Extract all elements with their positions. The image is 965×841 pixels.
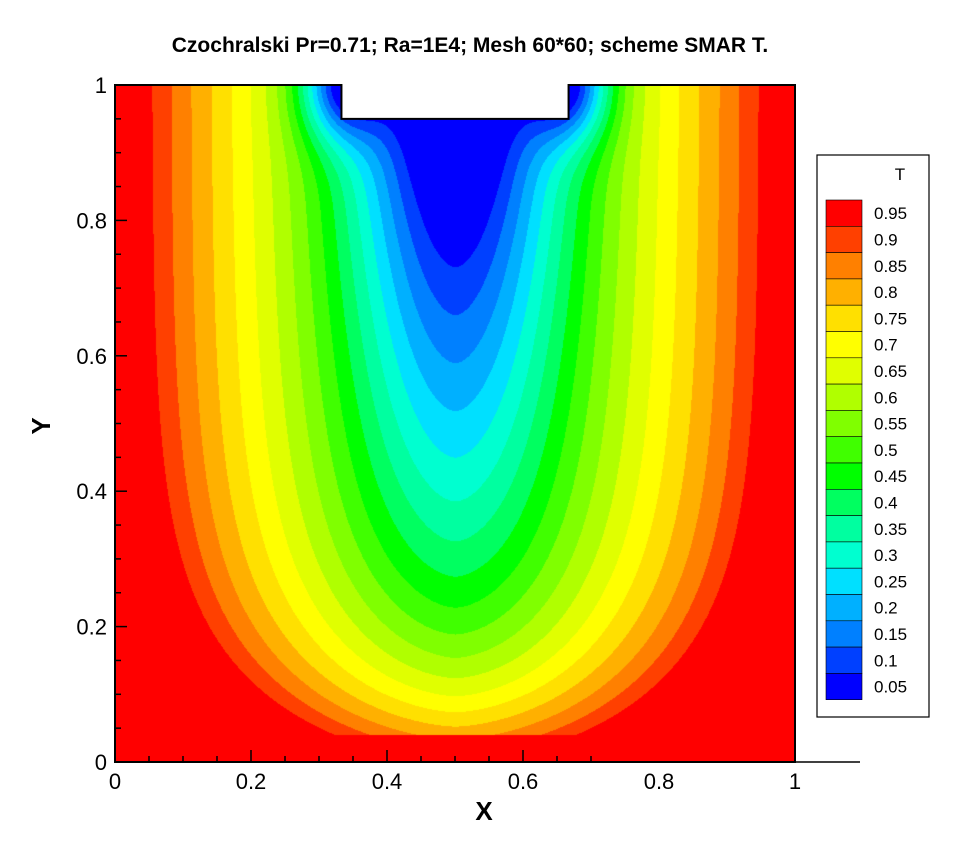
legend-swatch [825,410,863,437]
y-axis-label: Y [26,417,56,434]
legend-label: 0.9 [874,230,898,249]
legend-swatch [825,226,863,253]
legend-label: 0.1 [874,651,898,670]
legend-swatch [825,383,863,411]
legend-label: 0.25 [874,572,907,591]
legend-label: 0.75 [874,309,907,328]
legend-swatch [825,541,863,569]
x-tick-label: 0.2 [236,769,267,794]
legend-swatch [825,567,863,595]
legend-label: 0.05 [874,678,907,697]
y-tick-label: 1 [95,73,107,98]
legend-label: 0.3 [874,546,898,565]
legend-label: 0.55 [874,415,907,434]
legend-label: 0.2 [874,599,898,618]
legend-swatch [825,462,863,490]
y-tick-label: 0.2 [76,615,107,640]
x-tick-label: 0 [109,769,121,794]
legend-label: 0.6 [874,388,898,407]
legend-label: 0.7 [874,336,898,355]
axes: 0 0.2 0.4 0.6 0.8 1 0 0.2 0.4 0.6 0.8 1 [76,73,860,794]
x-tick-label: 0.6 [508,769,539,794]
x-tick-label: 0.4 [372,769,403,794]
legend-label: 0.65 [874,362,907,381]
legend-label: 0.5 [874,441,898,460]
y-tick-label: 0.8 [76,208,107,233]
legend-swatch [825,357,863,385]
legend-label: 0.45 [874,467,907,486]
y-tick-label: 0.6 [76,344,107,369]
y-tick-label: 0.4 [76,479,107,504]
legend-swatch [825,436,863,464]
legend-swatch [825,331,863,359]
legend-swatch [825,646,863,674]
legend-swatch [825,199,863,227]
legend-label: 0.15 [874,625,907,644]
legend-items: 0.95 0.9 0.85 0.8 0.75 0.7 0.65 0.6 0.55 0.5 0.45 0… [825,199,907,701]
legend-title: T [895,165,905,184]
legend-label: 0.4 [874,493,898,512]
legend-swatch [825,673,863,701]
legend: T 0.95 0.9 0.85 0.8 0.75 0.7 0.65 0.6 0.55 0.5 0.4… [816,154,930,718]
x-tick-label: 1 [789,769,801,794]
legend-swatch [825,278,863,306]
legend-swatch [825,515,863,543]
legend-swatch [825,252,863,280]
legend-swatch [825,594,863,622]
legend-swatch [825,620,863,648]
y-tick-label: 0 [95,750,107,775]
legend-label: 0.85 [874,257,907,276]
x-axis-label: X [475,796,493,826]
temperature-field [115,85,795,762]
plot-area [114,84,796,763]
legend-swatch [825,488,863,516]
legend-label: 0.8 [874,283,898,302]
chart-title: Czochralski Pr=0.71; Ra=1E4; Mesh 60*60;… [172,34,768,57]
legend-swatch [825,304,863,332]
legend-label: 0.95 [874,204,907,223]
legend-label: 0.35 [874,520,907,539]
x-tick-label: 0.8 [644,769,675,794]
